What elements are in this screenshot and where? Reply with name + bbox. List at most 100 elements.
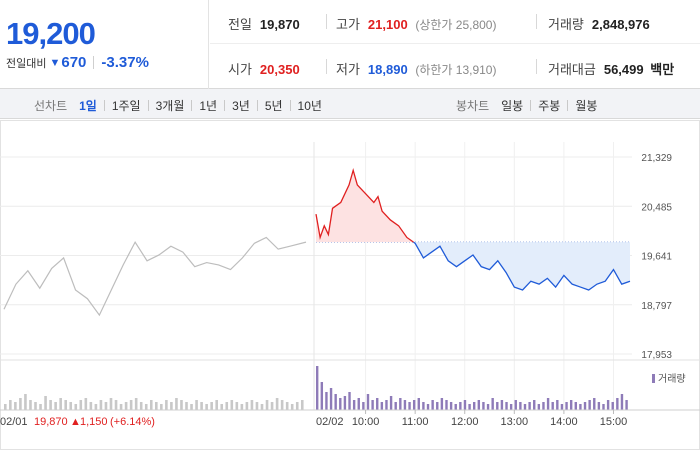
stat-label: 거래대금: [548, 62, 596, 77]
stat-label: 고가: [336, 17, 360, 32]
volume-bar: [250, 400, 254, 410]
volume-bar: [491, 398, 494, 410]
divider: [326, 14, 327, 29]
candle-chart-label: 봉차트: [456, 99, 490, 113]
volume-bar: [620, 394, 624, 410]
volume-bar: [606, 400, 610, 410]
quote-header: 19,200 전일대비 ▼ 670 -3.37% 전일 19,870 고가 21,1…: [0, 0, 700, 89]
volume-bar: [509, 404, 513, 410]
volume-bar: [528, 402, 531, 410]
period-button-7[interactable]: 10년: [297, 99, 322, 113]
volume-bar: [431, 400, 434, 410]
period-button-5[interactable]: 3년: [232, 99, 250, 113]
volume-bar: [265, 400, 269, 410]
volume-bar: [210, 402, 213, 410]
volume-bar: [99, 400, 103, 410]
volume-bar: [454, 404, 457, 410]
stat-label: 전일: [228, 17, 252, 32]
volume-bar: [316, 366, 319, 410]
candle-chart-period-group: 봉차트 일봉 주봉 월봉: [456, 97, 597, 114]
volume-bar: [588, 400, 591, 410]
volume-bar: [403, 400, 407, 410]
candle-period-button-3[interactable]: 월봉: [575, 99, 598, 113]
stat-prev-close: 전일 19,870: [228, 14, 300, 33]
volume-bar: [389, 396, 393, 410]
series-today-fall-line: [413, 241, 631, 291]
volume-bar: [119, 404, 123, 410]
volume-bar: [170, 402, 173, 410]
volume-bar: [49, 400, 52, 410]
volume-bar: [426, 404, 430, 410]
volume-bar: [69, 402, 73, 410]
stat-label: 시가: [228, 62, 252, 77]
volume-bar: [329, 388, 333, 410]
volume-bar: [84, 398, 88, 410]
volume-bar: [551, 402, 554, 410]
volume-bar: [352, 400, 356, 410]
volume-bar: [185, 402, 188, 410]
y-tick-label: 18,797: [641, 301, 672, 312]
volume-bar: [449, 402, 453, 410]
change-value: 670: [61, 54, 87, 71]
volume-bar: [104, 402, 108, 410]
divider: [567, 100, 569, 111]
volume-bar: [255, 402, 259, 410]
volume-bar: [34, 402, 37, 410]
x-tick-label: 14:00: [550, 416, 578, 428]
y-tick-label: 20,485: [641, 202, 672, 213]
volume-bar: [343, 396, 347, 410]
candle-period-button-2[interactable]: 주봉: [538, 99, 561, 113]
x-tick-label: 10:00: [352, 416, 380, 428]
stat-value: 2,848,976: [591, 17, 650, 32]
volume-bar: [482, 402, 485, 410]
period-button-3[interactable]: 3개월: [155, 99, 185, 113]
volume-bar: [348, 392, 351, 410]
volume-bar: [436, 402, 439, 410]
volume-bar: [44, 396, 47, 410]
stats-row-1: 전일 19,870 고가 21,100 (상한가 25,800) 거래량 2,848,…: [210, 0, 700, 44]
volume-bar: [144, 404, 148, 410]
candle-period-button-1[interactable]: 일봉: [501, 99, 524, 113]
period-button-2[interactable]: 1주일: [111, 99, 141, 113]
period-button-4[interactable]: 1년: [199, 99, 218, 113]
volume-bar: [225, 402, 229, 410]
stat-sub: (상한가 25,800): [415, 18, 497, 32]
stat-low: 저가 18,890 (하한가 13,910): [336, 59, 496, 78]
volume-bar: [24, 394, 27, 410]
volume-bar: [129, 400, 133, 410]
divider: [103, 100, 105, 111]
volume-bar: [362, 402, 365, 410]
quote-stats: 전일 19,870 고가 21,100 (상한가 25,800) 거래량 2,848,…: [210, 0, 700, 89]
chart-toolbar: 선차트 1일 1주일 3개월 1년 3년 5년 10년 봉차트 일봉 주봉 월봉: [0, 89, 700, 119]
volume-bar: [422, 402, 425, 410]
volume-bar: [385, 400, 388, 410]
footer-previous-date: 02/01: [0, 416, 28, 428]
x-tick-label-today-date: 02/02: [316, 416, 344, 428]
stat-value: 19,870: [259, 17, 300, 32]
volume-bar: [165, 400, 168, 410]
volume-bar: [270, 402, 274, 410]
volume-bar: [417, 398, 420, 410]
volume-bar: [79, 400, 83, 410]
y-tick-label: 21,329: [641, 153, 672, 164]
volume-bar: [399, 398, 402, 410]
down-triangle-icon: ▼: [49, 56, 61, 69]
volume-bar: [19, 398, 22, 410]
volume-bar: [230, 400, 234, 410]
period-button-6[interactable]: 5년: [264, 99, 283, 113]
divider: [224, 100, 226, 111]
volume-bar: [320, 382, 324, 410]
change-label: 전일대비: [6, 57, 47, 70]
divider: [93, 56, 95, 69]
period-button-1[interactable]: 1일: [79, 99, 97, 113]
volume-bar: [371, 400, 374, 410]
volume-bar: [574, 402, 577, 410]
volume-bar: [325, 392, 328, 410]
volume-bar: [139, 402, 143, 410]
volume-bar: [89, 402, 93, 410]
volume-bar: [275, 398, 279, 410]
volume-bar: [514, 400, 517, 410]
volume-bar: [505, 402, 508, 410]
line-chart-period-group: 선차트 1일 1주일 3개월 1년 3년 5년 10년: [34, 97, 322, 114]
divider: [326, 59, 327, 74]
